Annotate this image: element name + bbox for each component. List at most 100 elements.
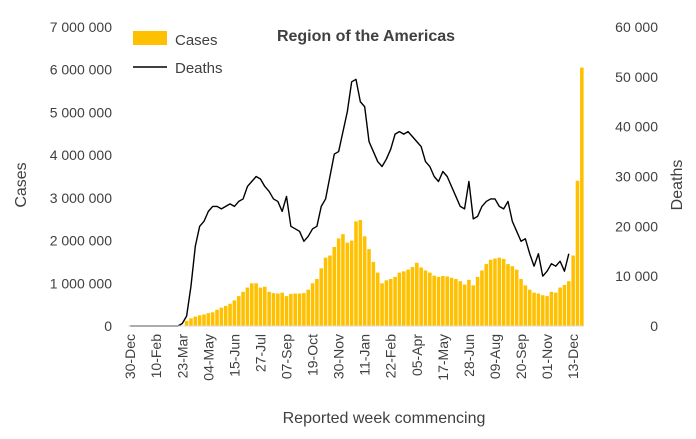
cases-bar	[358, 220, 363, 326]
y-axis-title: Cases	[13, 162, 30, 207]
cases-bar	[523, 285, 528, 326]
cases-bar	[549, 291, 554, 326]
y-tick-label: 5 000 000	[50, 104, 112, 120]
cases-bar	[467, 279, 471, 326]
x-tick-label: 17-May	[435, 334, 451, 381]
cases-bar	[263, 286, 267, 326]
cases-bar	[449, 277, 454, 326]
cases-bar	[323, 257, 328, 326]
deaths-line	[130, 78, 570, 327]
x-axis-ticks: 30-Dec 10-Feb 23-Mar 04-May 15-Jun 27-Jul 07-S…	[122, 334, 581, 381]
x-tick-label: 15-Jun	[226, 334, 242, 377]
x-tick-label: 20-Sep	[513, 334, 529, 379]
cases-bar	[480, 270, 484, 326]
cases-bar	[280, 292, 284, 326]
cases-bar	[514, 269, 519, 326]
cases-bar	[206, 313, 211, 326]
cases-bar	[202, 314, 206, 326]
cases-bar	[454, 279, 458, 326]
cases-bar	[384, 280, 389, 326]
cases-bar	[501, 258, 506, 326]
cases-bar	[189, 318, 193, 326]
cases-bar	[284, 296, 289, 326]
cases-bar	[497, 257, 502, 326]
cases-bar	[254, 283, 258, 326]
cases-bar	[571, 255, 575, 326]
x-tick-label: 05-Apr	[409, 334, 425, 376]
legend-cases-label: Cases	[175, 32, 218, 49]
x-tick-label: 13-Dec	[565, 334, 581, 379]
cases-bar	[289, 293, 293, 326]
cases-bar	[245, 287, 250, 326]
y2-tick-label: 0	[650, 318, 658, 334]
cases-bar	[493, 258, 497, 326]
cases-bar	[249, 283, 254, 326]
y-tick-label: 3 000 000	[50, 190, 112, 206]
cases-bar	[210, 312, 215, 326]
cases-bar	[575, 180, 580, 326]
cases-bar	[341, 234, 345, 326]
y-tick-label: 0	[104, 318, 112, 334]
cases-bar	[423, 270, 428, 326]
cases-bar	[276, 293, 280, 326]
cases-bar	[436, 276, 441, 326]
y2-tick-label: 20 000	[615, 218, 658, 234]
y2-tick-label: 50 000	[615, 69, 658, 85]
cases-bar	[488, 259, 493, 326]
x-tick-label: 10-Feb	[148, 334, 164, 379]
cases-bar	[306, 289, 311, 326]
cases-bar	[297, 293, 302, 326]
x-tick-label: 30-Dec	[122, 334, 138, 379]
y-tick-label: 6 000 000	[50, 62, 112, 78]
y-tick-label: 1 000 000	[50, 275, 112, 291]
cases-bar	[406, 269, 410, 326]
cases-bar	[445, 276, 449, 326]
x-tick-label: 27-Jul	[252, 334, 268, 372]
cases-bar	[428, 272, 432, 326]
cases-bar	[232, 300, 237, 326]
cases-bar	[401, 271, 406, 326]
cases-bar	[258, 287, 263, 326]
cases-bar	[336, 238, 341, 326]
legend-cases-swatch	[133, 31, 167, 45]
cases-bar	[540, 295, 545, 326]
cases-bar	[567, 281, 571, 326]
cases-bar	[419, 267, 423, 326]
cases-bar	[432, 275, 436, 326]
legend: Cases Deaths	[133, 31, 223, 77]
cases-bar	[527, 289, 532, 326]
cases-bar	[558, 287, 562, 326]
y-tick-label: 7 000 000	[50, 19, 112, 35]
cases-bar	[319, 268, 324, 326]
cases-bar	[367, 249, 371, 326]
cases-bar	[215, 309, 219, 326]
legend-deaths-label: Deaths	[175, 60, 223, 77]
cases-bar	[553, 292, 558, 326]
cases-bar	[580, 67, 584, 326]
cases-bar	[371, 261, 376, 326]
x-tick-label: 28-Jun	[461, 334, 477, 377]
x-tick-label: 04-May	[200, 334, 216, 381]
cases-bar	[562, 284, 567, 326]
x-tick-label: 30-Nov	[331, 334, 347, 379]
cases-bar	[310, 283, 315, 326]
x-tick-label: 19-Oct	[305, 334, 321, 376]
cases-bar	[462, 284, 467, 326]
cases-bar	[380, 283, 384, 326]
cases-bar	[458, 281, 463, 326]
y2-tick-label: 10 000	[615, 268, 658, 284]
cases-bar	[397, 272, 402, 326]
y-tick-label: 4 000 000	[50, 147, 112, 163]
right-axis-ticks: 0 10 000 20 000 30 000 40 000 50 000 60 000	[615, 19, 658, 334]
cases-bar	[362, 236, 367, 326]
cases-bars	[180, 67, 584, 326]
cases-bar	[271, 293, 276, 326]
cases-bar	[545, 296, 549, 326]
cases-bar	[375, 272, 380, 326]
x-tick-label: 23-Mar	[174, 334, 190, 379]
cases-bar	[184, 320, 189, 326]
cases-bar	[471, 285, 476, 326]
cases-bar	[241, 291, 245, 326]
